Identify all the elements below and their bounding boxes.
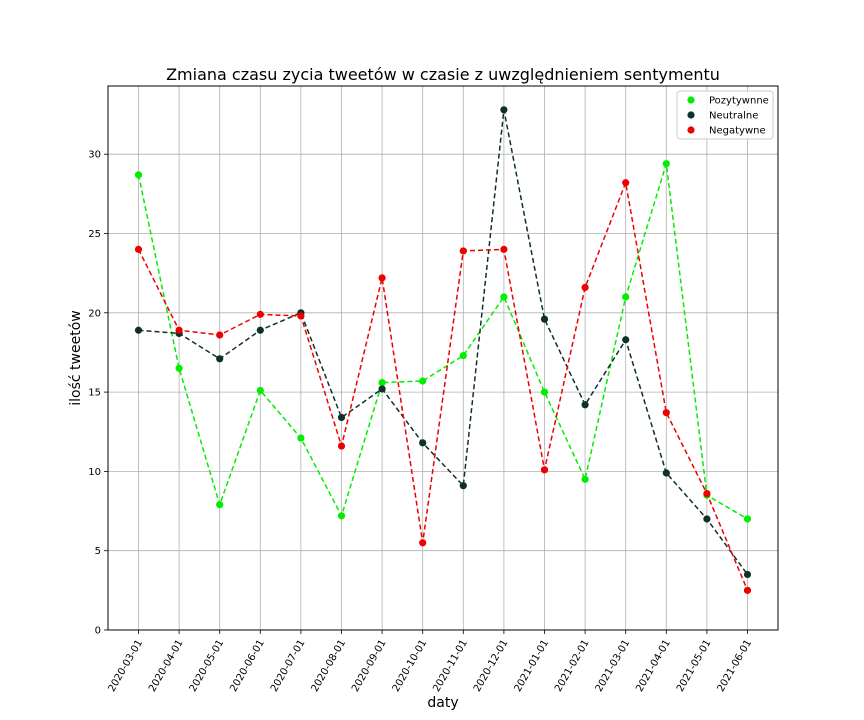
data-point: [256, 326, 264, 334]
data-point: [703, 490, 711, 498]
data-point: [419, 377, 427, 385]
x-axis-label: daty: [427, 695, 458, 711]
y-tick-label: 30: [88, 150, 101, 161]
data-point: [378, 385, 386, 393]
data-point: [581, 283, 589, 292]
data-point: [743, 586, 752, 594]
data-point: [256, 386, 264, 395]
data-point: [581, 475, 589, 483]
data-point: [337, 442, 346, 450]
data-point: [743, 515, 752, 523]
legend-marker: [687, 111, 695, 119]
data-point: [134, 326, 143, 334]
data-point: [500, 293, 508, 301]
legend-label: Neutralne: [709, 111, 758, 122]
data-point: [297, 434, 305, 442]
data-point: [337, 512, 346, 520]
data-point: [540, 466, 549, 474]
data-point: [459, 482, 467, 490]
data-point: [662, 469, 670, 477]
data-point: [378, 378, 386, 387]
y-tick-label: 10: [88, 467, 101, 478]
data-point: [622, 179, 630, 187]
legend-label: Pozytywnne: [709, 96, 769, 107]
data-point: [500, 245, 508, 253]
data-point: [662, 160, 670, 168]
data-point: [216, 355, 224, 363]
data-point: [419, 539, 427, 547]
data-point: [459, 352, 467, 360]
series-line: [138, 109, 749, 575]
series-line: [137, 179, 749, 591]
data-point: [175, 326, 183, 334]
data-point: [297, 312, 305, 320]
data-point: [134, 171, 143, 179]
legend: Pozytywnne Neutralne Negatywne: [676, 90, 774, 140]
y-tick-label: 0: [95, 626, 101, 637]
data-point: [216, 501, 224, 509]
data-point: [500, 106, 508, 114]
data-point: [419, 439, 427, 447]
data-point: [622, 293, 630, 301]
legend-marker: [687, 126, 695, 134]
data-point: [378, 274, 386, 282]
y-tick-label: 15: [88, 388, 101, 399]
legend-marker: [687, 96, 695, 104]
data-point: [134, 245, 143, 253]
data-point: [540, 315, 549, 323]
series-negatywne: [134, 179, 752, 594]
data-point: [256, 310, 264, 318]
y-axis: 0 5 10 15 20 25 30: [88, 150, 108, 637]
legend-label: Negatywne: [709, 126, 766, 137]
y-tick-label: 25: [88, 229, 101, 240]
data-point: [337, 413, 346, 422]
chart-title: Zmiana czasu zycia tweetów w czasie z uw…: [166, 65, 720, 84]
legend-box: [676, 90, 774, 140]
data-point: [662, 409, 670, 417]
data-point: [581, 401, 589, 409]
data-point: [540, 388, 549, 396]
data-point: [743, 570, 752, 579]
data-point: [216, 331, 224, 339]
y-axis-label: ilość tweetów: [68, 310, 84, 405]
plot-frame: [107, 85, 779, 631]
data-point: [175, 364, 183, 372]
data-point: [622, 336, 630, 344]
series-line: [137, 163, 748, 520]
data-point: [459, 247, 467, 255]
data-point: [703, 515, 711, 523]
y-tick-label: 5: [95, 546, 101, 557]
series-layer: [134, 106, 752, 594]
y-tick-label: 20: [88, 308, 101, 319]
